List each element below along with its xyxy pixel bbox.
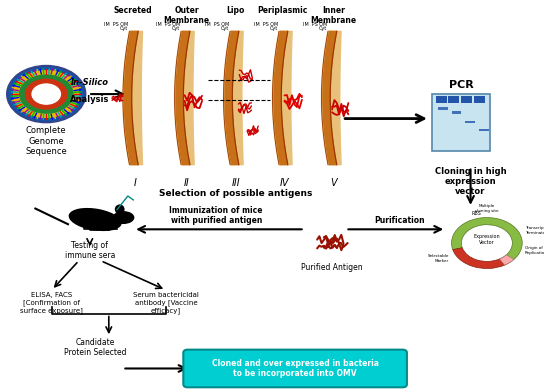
Text: PCR: PCR xyxy=(449,80,473,90)
Text: II: II xyxy=(184,178,189,189)
Text: Candidate
Protein Selected: Candidate Protein Selected xyxy=(64,338,126,357)
Wedge shape xyxy=(499,255,514,265)
Circle shape xyxy=(19,74,73,114)
Polygon shape xyxy=(123,31,143,165)
Text: III: III xyxy=(231,178,240,189)
Text: Cyt: Cyt xyxy=(319,25,327,31)
Text: Purified Antigen: Purified Antigen xyxy=(301,263,363,272)
Polygon shape xyxy=(125,31,138,165)
Polygon shape xyxy=(224,31,243,165)
FancyBboxPatch shape xyxy=(461,96,472,103)
Text: IM  PS OM: IM PS OM xyxy=(156,22,180,27)
Text: Transcriptional
Terminator: Transcriptional Terminator xyxy=(525,226,544,234)
Text: Expression
Vector: Expression Vector xyxy=(474,234,500,245)
Polygon shape xyxy=(176,31,190,165)
FancyBboxPatch shape xyxy=(452,111,461,114)
FancyBboxPatch shape xyxy=(448,96,459,103)
Text: IM  PS OM: IM PS OM xyxy=(104,22,128,27)
Text: Lipo: Lipo xyxy=(226,6,245,15)
FancyBboxPatch shape xyxy=(474,96,485,103)
Text: I: I xyxy=(133,178,137,189)
FancyBboxPatch shape xyxy=(438,107,448,110)
Text: Periplasmic: Periplasmic xyxy=(258,6,308,15)
Text: Cloned and over expressed in bacteria
to be incorporated into OMV: Cloned and over expressed in bacteria to… xyxy=(212,359,379,378)
Ellipse shape xyxy=(69,208,122,231)
Text: Cyt: Cyt xyxy=(120,25,128,31)
Polygon shape xyxy=(322,31,341,165)
Text: Cloning in high
expression
vector: Cloning in high expression vector xyxy=(435,167,506,196)
Polygon shape xyxy=(274,31,288,165)
Text: V: V xyxy=(330,178,337,189)
Circle shape xyxy=(24,78,68,110)
FancyBboxPatch shape xyxy=(436,96,447,103)
Text: Outer
Membrane: Outer Membrane xyxy=(164,6,209,25)
Text: Analysis: Analysis xyxy=(70,95,109,104)
Circle shape xyxy=(32,83,61,105)
Wedge shape xyxy=(452,218,522,265)
Text: Complete
Genome
Sequence: Complete Genome Sequence xyxy=(26,126,67,156)
Text: Inner
Membrane: Inner Membrane xyxy=(311,6,356,25)
Wedge shape xyxy=(453,248,505,269)
Circle shape xyxy=(7,66,85,122)
Text: Origin of
Replication: Origin of Replication xyxy=(525,247,544,255)
Text: Multiple
cloning site: Multiple cloning site xyxy=(475,204,499,213)
Text: Secreted: Secreted xyxy=(114,6,153,15)
Text: Testing of
immune sera: Testing of immune sera xyxy=(65,241,115,260)
FancyBboxPatch shape xyxy=(479,129,489,131)
Polygon shape xyxy=(175,31,194,165)
Text: RBS: RBS xyxy=(472,211,481,216)
Circle shape xyxy=(32,84,60,104)
Text: IV: IV xyxy=(280,178,289,189)
Circle shape xyxy=(13,70,79,118)
Text: Serum bactericidal
antibody [Vaccine
efficacy]: Serum bactericidal antibody [Vaccine eff… xyxy=(133,292,199,314)
FancyBboxPatch shape xyxy=(183,350,407,387)
Text: IM  PS OM: IM PS OM xyxy=(205,22,229,27)
Polygon shape xyxy=(273,31,292,165)
Text: In-Silico: In-Silico xyxy=(71,78,109,87)
Text: ELISA, FACS
[Confirmation of
surface exposure]: ELISA, FACS [Confirmation of surface exp… xyxy=(20,292,83,314)
FancyBboxPatch shape xyxy=(432,94,490,151)
Text: Purification: Purification xyxy=(374,216,425,225)
Text: Cyt: Cyt xyxy=(172,25,180,31)
Polygon shape xyxy=(323,31,337,165)
Text: Cyt: Cyt xyxy=(221,25,229,31)
FancyBboxPatch shape xyxy=(465,121,475,123)
Circle shape xyxy=(452,218,522,269)
Polygon shape xyxy=(225,31,239,165)
Text: Cyt: Cyt xyxy=(270,25,278,31)
Text: IM  PS OM: IM PS OM xyxy=(254,22,278,27)
Ellipse shape xyxy=(113,211,134,224)
Ellipse shape xyxy=(115,205,125,214)
Text: Immunization of mice
with purified antigen: Immunization of mice with purified antig… xyxy=(170,206,263,225)
Text: Selection of possible antigens: Selection of possible antigens xyxy=(159,189,313,198)
Text: IM  PS OM: IM PS OM xyxy=(302,22,327,27)
Text: Selectable
Marker: Selectable Marker xyxy=(428,254,449,263)
